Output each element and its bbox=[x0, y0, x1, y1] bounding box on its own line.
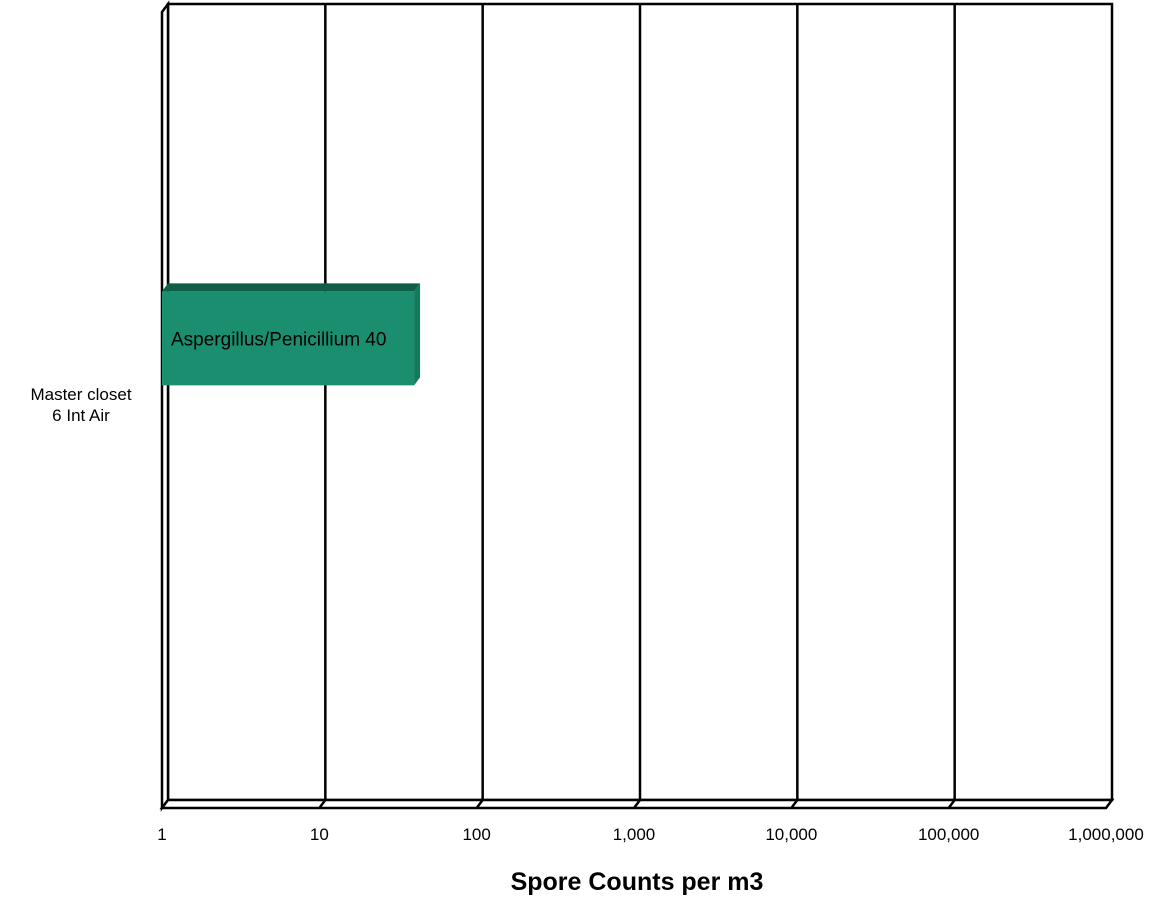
category-labels: Master closet 6 Int Air bbox=[30, 385, 131, 425]
gridline-floor-segment bbox=[475, 799, 484, 809]
x-tick-label: 100 bbox=[462, 825, 490, 844]
vertical-gridlines bbox=[318, 4, 956, 809]
bar-side-face bbox=[414, 283, 421, 386]
category-label-line: Master closet bbox=[30, 385, 131, 404]
bar-top-face bbox=[162, 283, 421, 292]
x-tick-label: 10,000 bbox=[765, 825, 817, 844]
bar-group: Aspergillus/Penicillium 40 bbox=[162, 283, 421, 386]
x-tick-label: 1,000,000 bbox=[1068, 825, 1144, 844]
gridline-floor-segment bbox=[633, 799, 641, 809]
x-tick-label: 1 bbox=[157, 825, 166, 844]
x-tick-labels: 1 10 100 1,000 10,000 100,000 1,000,000 bbox=[157, 825, 1144, 844]
gridline-floor-segment bbox=[318, 799, 327, 809]
category-label: Master closet 6 Int Air bbox=[30, 385, 131, 425]
x-tick-label: 100,000 bbox=[918, 825, 979, 844]
gridline-floor-segment bbox=[790, 799, 799, 809]
gridline-floor-segment bbox=[947, 799, 956, 809]
bar-front-face bbox=[162, 291, 415, 386]
x-tick-label: 10 bbox=[310, 825, 329, 844]
category-label-line: 6 Int Air bbox=[52, 406, 110, 425]
x-tick-label: 1,000 bbox=[613, 825, 656, 844]
bar-data-label: Aspergillus/Penicillium 40 bbox=[171, 329, 386, 350]
plot-side-wall bbox=[160, 0, 170, 812]
x-axis-title: Spore Counts per m3 bbox=[511, 868, 764, 896]
